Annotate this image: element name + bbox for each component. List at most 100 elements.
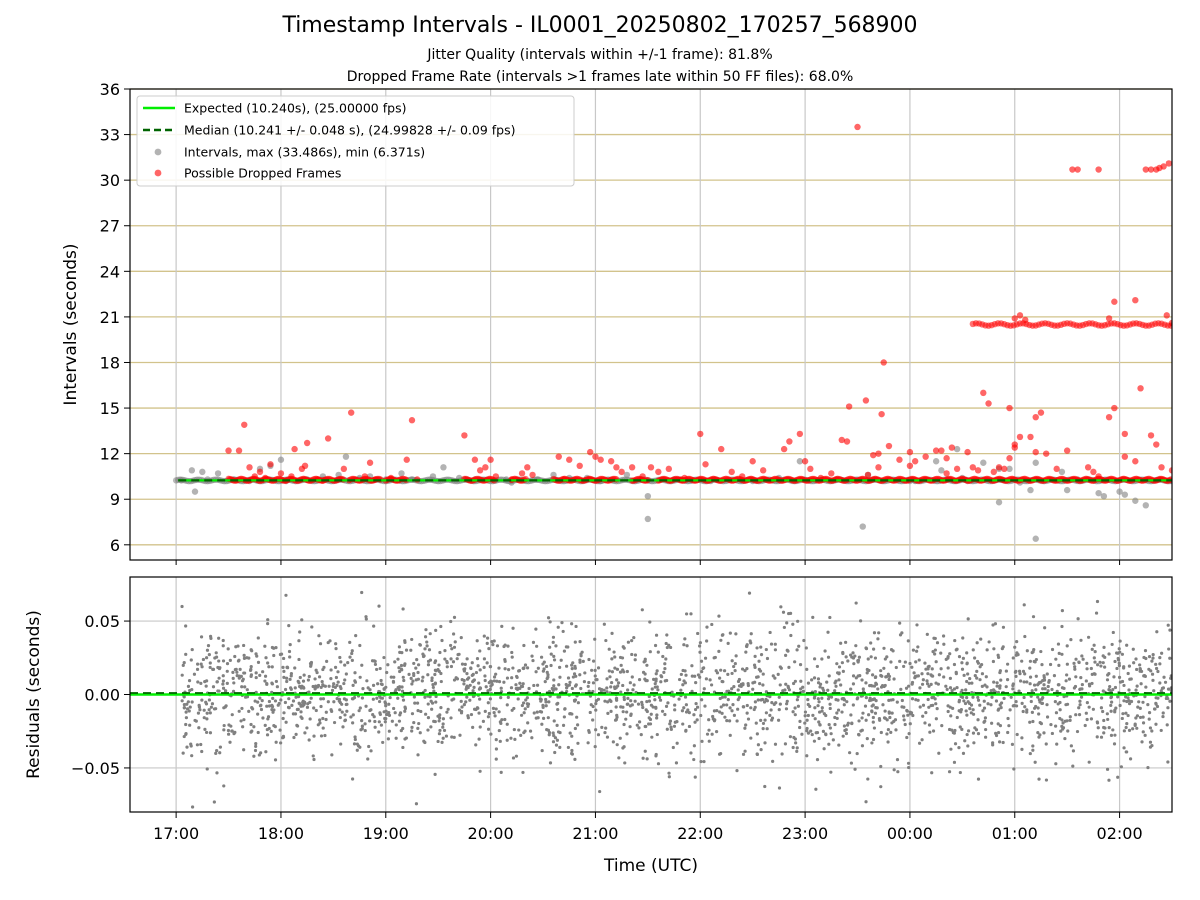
residual-point <box>334 642 338 646</box>
residual-point <box>1099 706 1104 710</box>
residual-point <box>765 727 769 731</box>
residual-point <box>460 662 465 666</box>
residual-point <box>991 743 995 747</box>
residual-point <box>266 618 270 622</box>
residual-point <box>723 695 727 699</box>
residual-point <box>654 633 659 637</box>
residual-point <box>645 757 649 761</box>
residual-point <box>699 760 703 764</box>
residual-point <box>927 705 931 709</box>
residual-point <box>1093 650 1097 654</box>
dropped-frame-point <box>906 448 914 456</box>
residual-point <box>961 636 965 640</box>
residual-point <box>445 665 449 669</box>
residual-point <box>250 649 254 653</box>
residual-point <box>492 639 496 643</box>
residual-point <box>344 672 348 676</box>
dropped-frame-point <box>1132 458 1139 465</box>
residual-point <box>1168 699 1172 703</box>
residual-point <box>735 719 739 723</box>
residual-point <box>1077 660 1081 664</box>
residual-point <box>1105 712 1109 716</box>
residual-point <box>1152 689 1156 693</box>
residual-point <box>549 663 553 668</box>
residual-point <box>1071 764 1075 768</box>
residual-point <box>384 709 388 713</box>
residual-point <box>966 617 970 621</box>
residual-point <box>400 651 404 655</box>
residual-point <box>264 750 268 754</box>
residual-point <box>449 664 454 669</box>
residual-point <box>586 741 590 745</box>
residual-point <box>891 698 895 702</box>
residual-point <box>321 683 325 688</box>
residual-point <box>269 729 273 733</box>
residual-point <box>1160 651 1164 655</box>
residual-point <box>893 718 898 722</box>
residual-point <box>376 682 380 686</box>
residual-point <box>835 671 840 675</box>
residual-point <box>186 700 190 704</box>
residual-point <box>353 737 357 742</box>
residual-point <box>650 687 654 691</box>
residual-point <box>881 703 885 707</box>
residual-point <box>281 734 286 738</box>
residual-point <box>190 647 194 652</box>
residual-point <box>336 670 340 674</box>
residual-point <box>458 733 462 737</box>
residual-point <box>553 750 557 755</box>
residual-point <box>566 676 571 680</box>
residual-point <box>500 718 504 722</box>
residual-point <box>462 678 466 683</box>
residual-point <box>981 709 985 713</box>
residual-point <box>401 745 405 750</box>
residual-point <box>182 734 186 739</box>
residual-point <box>358 675 362 679</box>
residual-point <box>979 637 983 641</box>
residual-point <box>1036 683 1040 687</box>
residual-point <box>978 703 982 707</box>
residual-point <box>449 716 453 720</box>
residual-point <box>951 706 955 710</box>
residual-point <box>358 643 362 648</box>
residual-point <box>459 711 464 715</box>
residual-point <box>551 731 555 735</box>
residual-point <box>544 664 549 669</box>
residual-point <box>744 650 748 654</box>
residual-point <box>189 744 193 748</box>
residual-point <box>1028 675 1033 679</box>
residual-point <box>845 723 850 727</box>
residual-point <box>587 657 591 662</box>
residual-point <box>726 641 730 646</box>
residual-point <box>1057 663 1061 667</box>
residual-point <box>1090 647 1094 651</box>
residual-point <box>694 702 698 706</box>
residual-point <box>633 658 637 662</box>
residual-point <box>855 751 859 756</box>
residual-point <box>525 696 529 700</box>
residual-point <box>1081 657 1085 661</box>
residual-point <box>514 683 518 687</box>
residual-point <box>274 679 279 684</box>
residual-point <box>258 673 262 677</box>
residual-point <box>205 717 209 721</box>
residual-point <box>249 667 253 671</box>
residual-point <box>181 663 185 667</box>
residual-point <box>373 719 377 724</box>
residual-point <box>796 704 800 708</box>
residual-point <box>1138 715 1143 720</box>
residual-point <box>1046 689 1050 693</box>
residual-point <box>1086 635 1091 639</box>
residual-point <box>911 713 915 718</box>
residual-point <box>482 634 486 638</box>
residual-point <box>630 703 634 707</box>
residual-point <box>781 610 786 614</box>
residual-point <box>619 690 623 694</box>
residual-point <box>545 728 549 732</box>
residual-point <box>1096 663 1100 667</box>
dropped-frame-point <box>985 400 992 407</box>
residual-point <box>1030 651 1034 655</box>
residual-point <box>889 660 893 664</box>
residual-point <box>593 668 597 672</box>
residual-point <box>208 711 212 715</box>
